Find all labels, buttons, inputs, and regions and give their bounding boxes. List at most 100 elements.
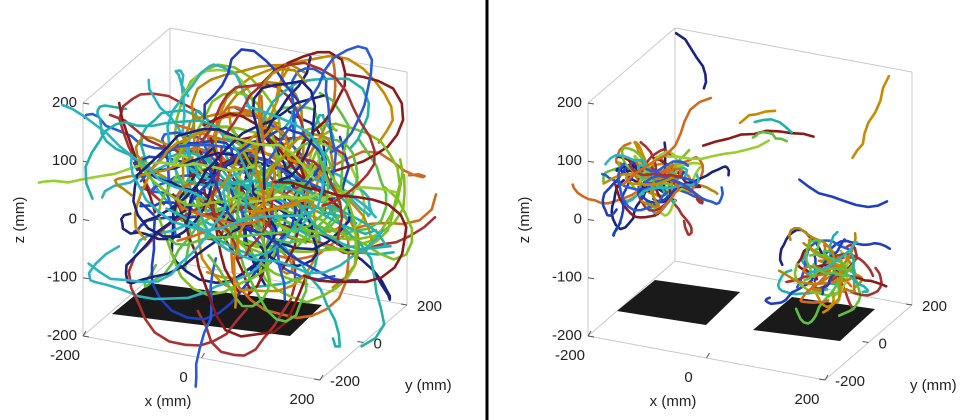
trajectory	[624, 171, 677, 186]
trajectory	[851, 74, 891, 160]
trajectory	[165, 205, 304, 258]
y-tick	[818, 378, 826, 381]
z-tick	[82, 335, 90, 338]
trajectory	[224, 61, 376, 207]
z-axis-label: z (mm)	[11, 197, 28, 244]
trajectory	[132, 219, 200, 254]
trajectory	[276, 193, 438, 262]
trajectory	[665, 139, 771, 161]
trajectory	[258, 113, 335, 188]
trajectory	[196, 250, 297, 357]
z-tick	[587, 102, 595, 105]
trajectory	[139, 143, 322, 189]
trajectory	[129, 153, 314, 232]
x-tick	[587, 330, 592, 337]
trajectory	[753, 118, 794, 134]
trajectory	[134, 135, 169, 172]
trajectory	[290, 67, 338, 199]
y-tick	[400, 303, 408, 306]
trajectory	[235, 178, 378, 236]
x-tick	[706, 352, 710, 359]
trajectory	[849, 252, 857, 284]
trajectory	[638, 173, 700, 197]
trajectory	[667, 184, 725, 206]
z-tick-label: -100	[47, 269, 77, 286]
z-tick-label: 200	[557, 94, 582, 111]
trajectory	[273, 180, 408, 284]
z-tick-label: -200	[47, 327, 77, 344]
box-edge	[169, 27, 408, 73]
z-tick-label: 200	[52, 94, 77, 111]
floor-target	[617, 280, 740, 325]
trajectory	[185, 94, 325, 225]
z-tick-label: 0	[69, 210, 77, 227]
y-tick-label: 200	[417, 298, 442, 315]
box-edge	[82, 27, 171, 104]
trajectory	[294, 198, 392, 251]
trajectory	[330, 73, 405, 174]
trajectory	[293, 173, 406, 241]
trajectory	[738, 109, 777, 125]
trajectory	[232, 129, 308, 245]
trajectory	[787, 226, 837, 272]
x-tick	[82, 330, 87, 337]
trajectory	[190, 63, 307, 155]
z-tick	[587, 335, 595, 338]
trajectory	[194, 256, 218, 389]
y-tick	[313, 378, 321, 381]
trajectory	[171, 193, 307, 338]
z-tick-label: -200	[552, 327, 582, 344]
x-tick	[824, 374, 829, 381]
floor-target	[112, 283, 322, 336]
trajectories	[37, 45, 438, 389]
z-tick	[82, 102, 90, 105]
trajectory	[249, 192, 327, 204]
trajectory	[674, 31, 708, 90]
x-tick-label: 0	[179, 369, 187, 386]
box-edge	[587, 27, 676, 104]
trajectories	[571, 31, 892, 325]
x-axis-label: x (mm)	[145, 393, 192, 410]
trajectory	[223, 134, 315, 180]
trajectory	[256, 122, 402, 254]
trajectory	[207, 213, 271, 308]
y-tick-label: 0	[879, 335, 887, 352]
trajectory	[120, 161, 218, 241]
z-tick	[587, 160, 595, 163]
trajectory	[305, 160, 358, 304]
trajectory	[156, 173, 280, 297]
z-axis-label: z (mm)	[516, 197, 533, 244]
trajectory	[87, 222, 281, 301]
trajectory	[222, 181, 312, 245]
x-tick-label: 0	[684, 369, 692, 386]
z-tick-label: 0	[574, 210, 582, 227]
trajectory	[621, 96, 713, 186]
trajectory	[812, 262, 850, 278]
trajectory	[84, 119, 253, 200]
y-axis-label: y (mm)	[405, 377, 452, 394]
trajectory	[60, 103, 208, 201]
x-tick-label: -200	[555, 347, 585, 364]
x-tick	[319, 374, 324, 381]
z-tick-label: -100	[552, 269, 582, 286]
trajectory	[132, 127, 244, 239]
trajectory	[821, 258, 843, 314]
z-tick	[82, 219, 90, 221]
y-axis-label: y (mm)	[910, 377, 957, 394]
trajectory	[821, 272, 836, 296]
trajectory	[637, 150, 679, 187]
trajectory	[244, 104, 327, 234]
z-tick-label: 100	[557, 152, 582, 169]
z-tick-label: 100	[52, 152, 77, 169]
trajectory	[113, 156, 194, 197]
trajectory	[751, 130, 789, 143]
y-tick-label: 200	[922, 298, 947, 315]
trajectory	[87, 170, 245, 284]
x-tick-label: 200	[794, 391, 819, 408]
box-edge	[674, 260, 913, 306]
x-tick-label: -200	[50, 347, 80, 364]
x-tick	[201, 352, 205, 359]
box-edge	[674, 27, 913, 73]
y-tick	[862, 341, 869, 343]
z-tick	[587, 277, 595, 280]
